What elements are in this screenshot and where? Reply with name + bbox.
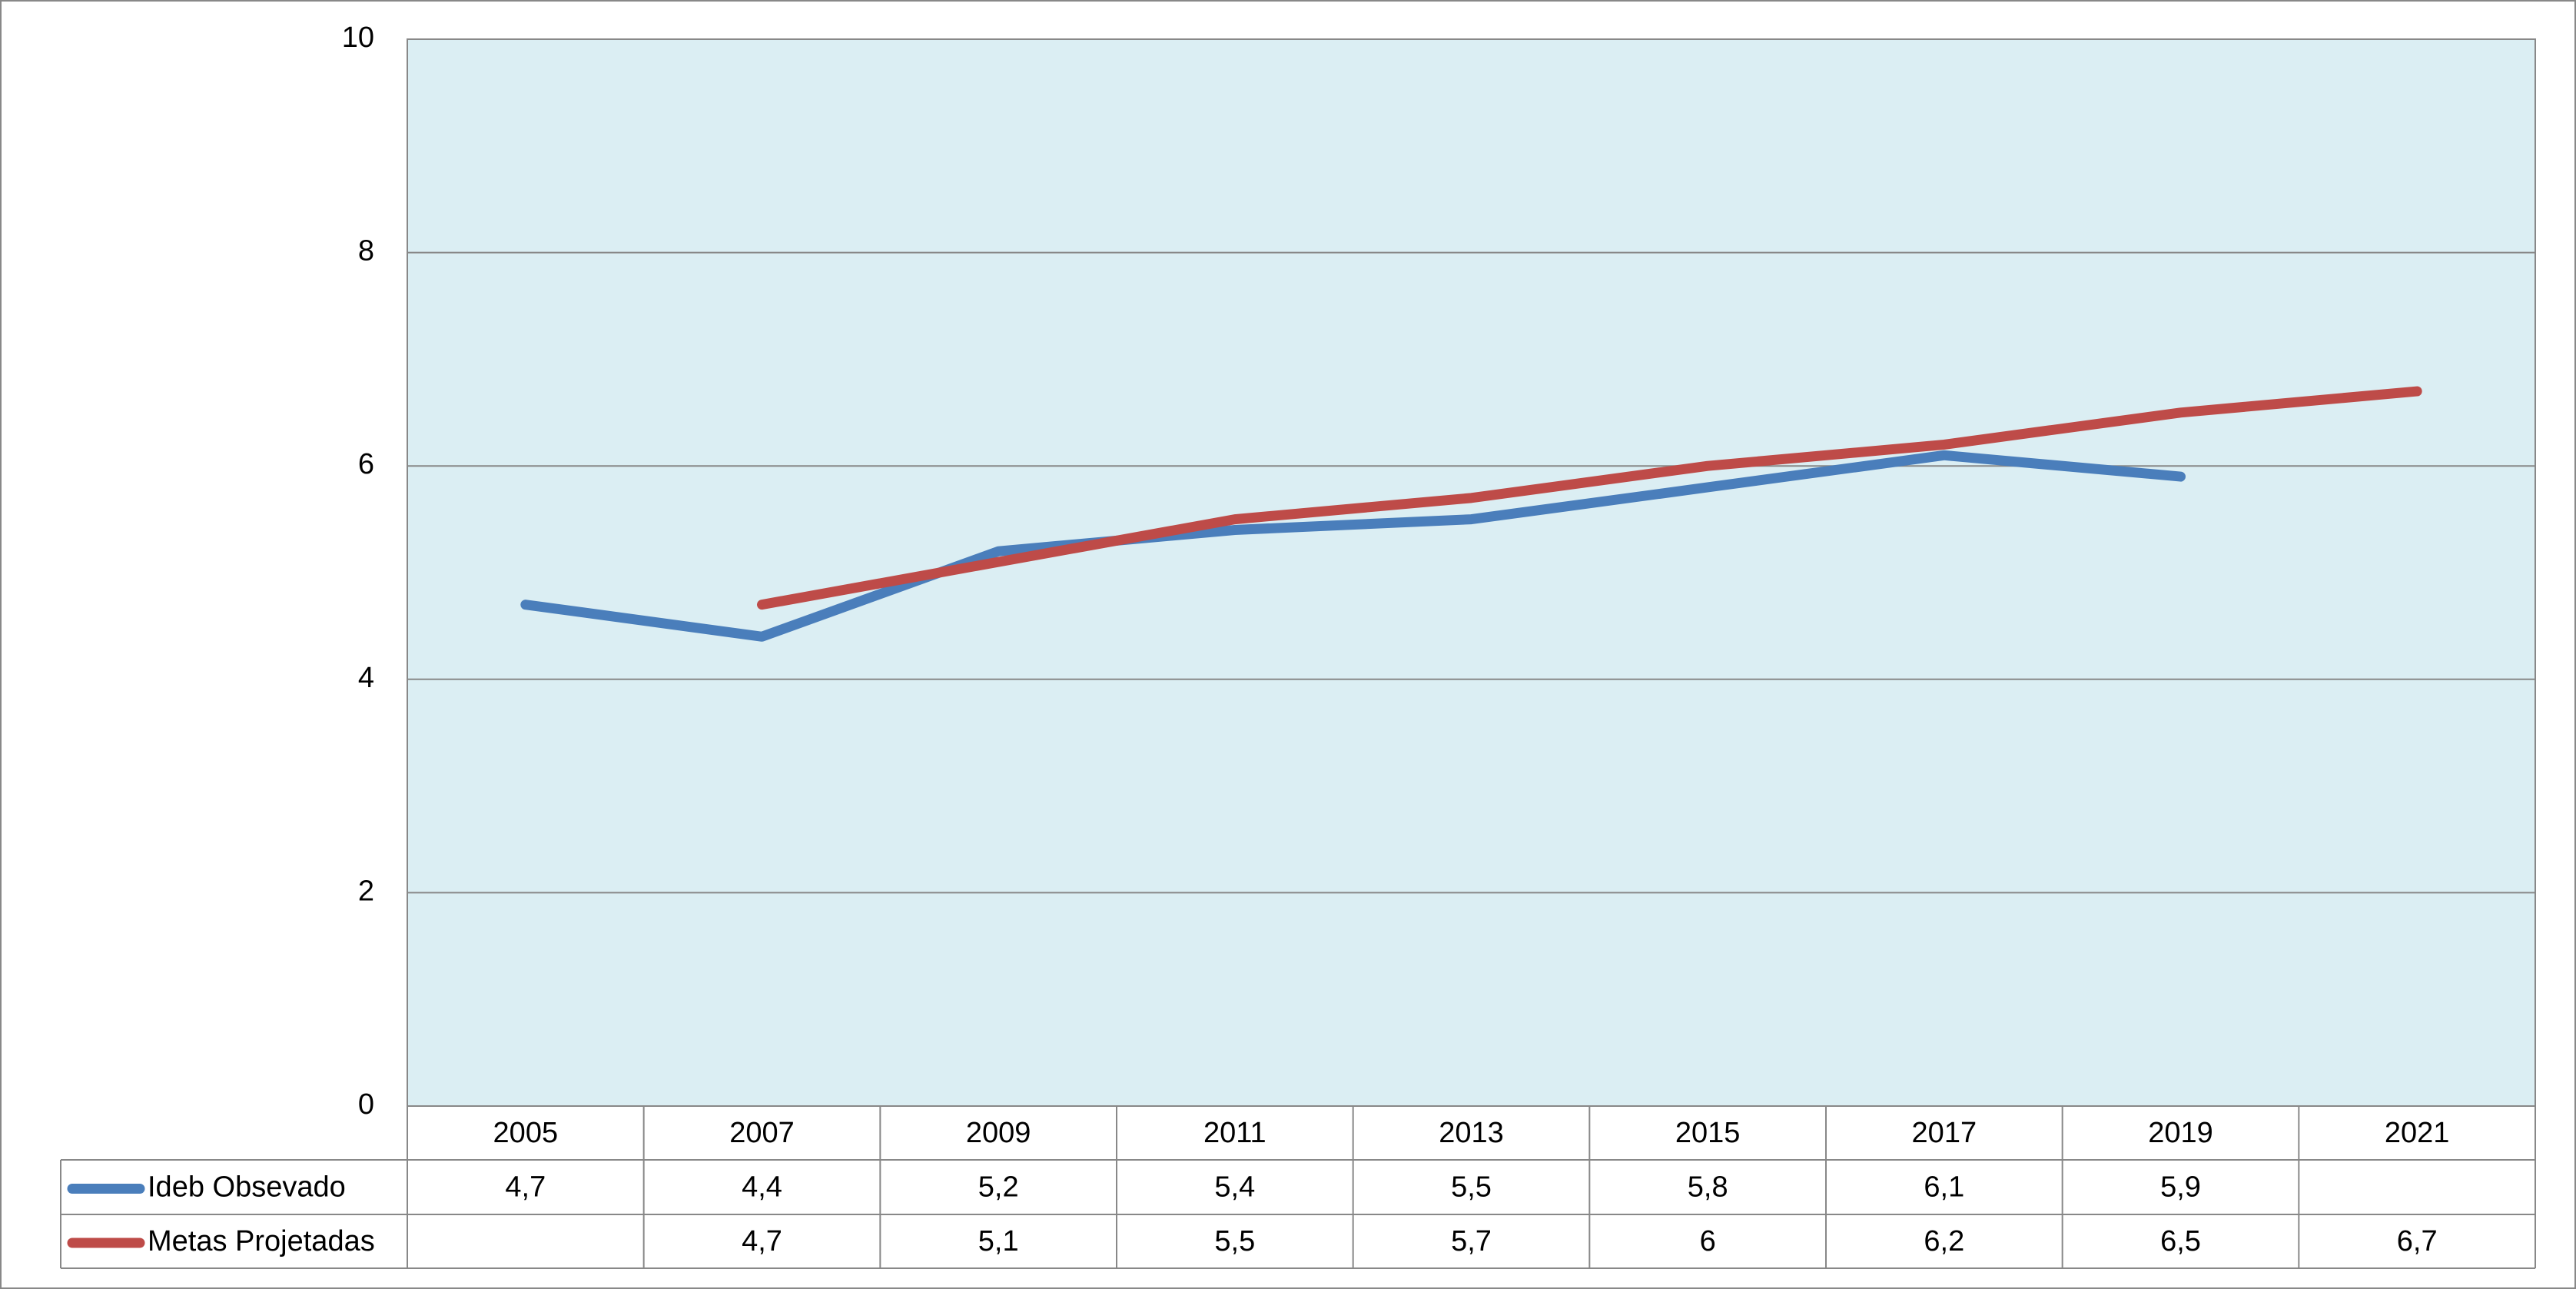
x-tick-label: 2013 — [1439, 1117, 1504, 1149]
y-tick-label: 10 — [342, 22, 374, 54]
data-table-value: 5,5 — [1451, 1171, 1492, 1204]
y-tick-label: 2 — [358, 875, 374, 907]
y-tick-label: 8 — [358, 235, 374, 267]
data-table-value: 6,1 — [1924, 1171, 1964, 1204]
data-table-value: 5,5 — [1214, 1225, 1255, 1257]
data-table-value: 6,2 — [1924, 1225, 1964, 1257]
data-table-value: 4,7 — [742, 1225, 782, 1257]
x-tick-label: 2015 — [1675, 1117, 1741, 1149]
data-table-value: 4,7 — [505, 1171, 546, 1204]
x-tick-label: 2017 — [1912, 1117, 1977, 1149]
data-table-value: 5,2 — [978, 1171, 1019, 1204]
data-table-value: 5,4 — [1214, 1171, 1255, 1204]
data-table-value: 4,4 — [742, 1171, 782, 1204]
plot-area — [407, 38, 2536, 1107]
legend-label: Ideb Obsevado — [148, 1171, 346, 1204]
series-line — [757, 386, 2422, 610]
x-tick-label: 2007 — [729, 1117, 795, 1149]
data-table-value: 6 — [1700, 1225, 1716, 1257]
data-table-value: 5,8 — [1688, 1171, 1728, 1204]
series-line — [520, 450, 2186, 642]
x-tick-label: 2019 — [2148, 1117, 2213, 1149]
data-table-value: 6,5 — [2160, 1225, 2201, 1257]
legend-label: Metas Projetadas — [148, 1225, 375, 1257]
data-table-value: 5,9 — [2160, 1171, 2201, 1204]
data-table-value: 6,7 — [2397, 1225, 2438, 1257]
x-tick-label: 2009 — [966, 1117, 1031, 1149]
x-tick-label: 2011 — [1203, 1117, 1266, 1149]
data-table-value: 5,7 — [1451, 1225, 1492, 1257]
y-tick-label: 0 — [358, 1088, 374, 1121]
y-tick-label: 6 — [358, 448, 374, 480]
data-table-value: 5,1 — [978, 1225, 1019, 1257]
x-tick-label: 2021 — [2385, 1117, 2450, 1149]
y-tick-label: 4 — [358, 662, 374, 694]
x-tick-label: 2005 — [493, 1117, 559, 1149]
